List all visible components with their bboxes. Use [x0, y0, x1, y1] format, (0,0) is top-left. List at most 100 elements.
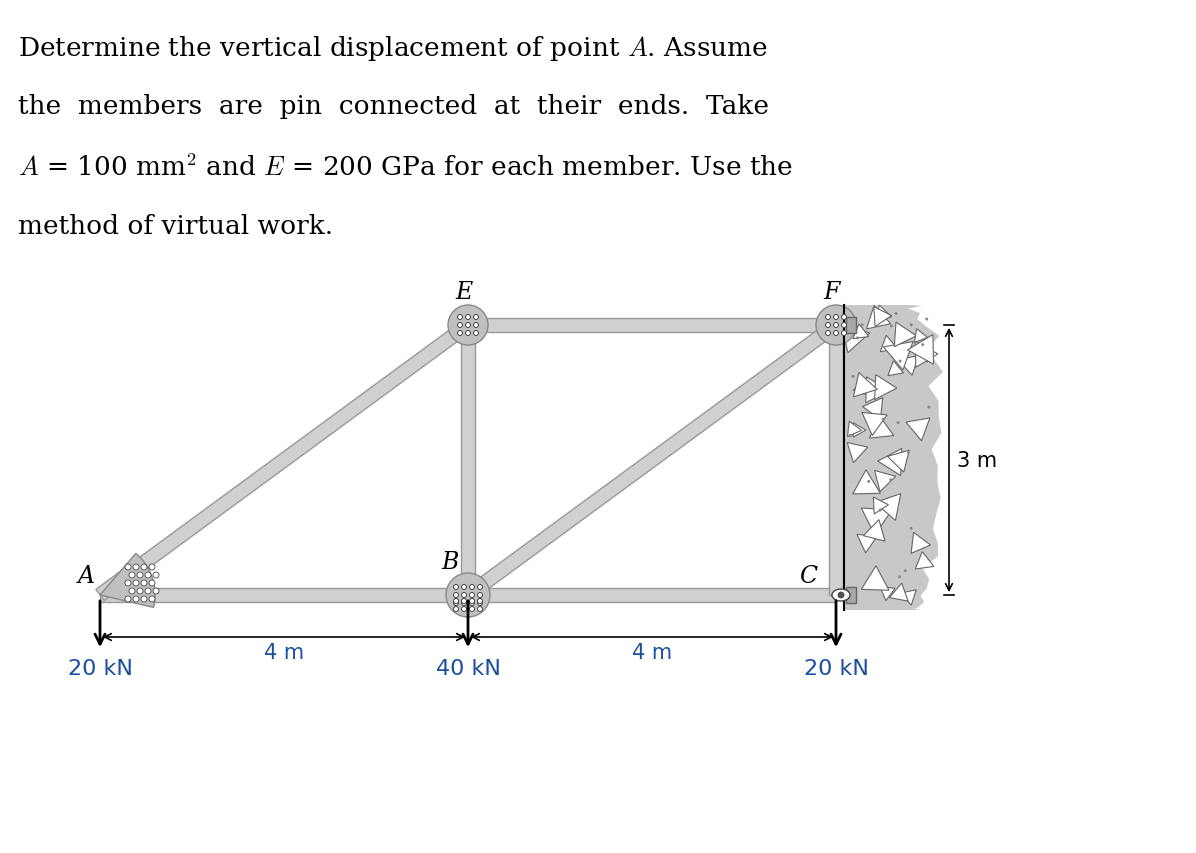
Polygon shape: [847, 443, 868, 463]
Text: 40 kN: 40 kN: [435, 659, 500, 678]
Circle shape: [470, 601, 475, 606]
Circle shape: [842, 315, 847, 320]
Polygon shape: [854, 373, 877, 397]
Circle shape: [895, 313, 897, 316]
Circle shape: [921, 344, 925, 346]
Circle shape: [816, 305, 856, 345]
Polygon shape: [853, 423, 866, 438]
Polygon shape: [901, 590, 916, 606]
Circle shape: [462, 599, 466, 604]
Text: method of virtual work.: method of virtual work.: [18, 214, 334, 239]
Circle shape: [904, 570, 907, 572]
Polygon shape: [880, 587, 895, 601]
Circle shape: [477, 593, 482, 598]
Polygon shape: [895, 322, 916, 347]
Polygon shape: [96, 320, 472, 601]
Circle shape: [126, 596, 132, 602]
Polygon shape: [867, 306, 891, 329]
Bar: [846, 588, 856, 603]
Circle shape: [462, 601, 466, 606]
Polygon shape: [464, 320, 840, 601]
Circle shape: [453, 601, 458, 606]
Circle shape: [150, 565, 155, 571]
Circle shape: [889, 479, 892, 482]
Circle shape: [474, 331, 478, 336]
Circle shape: [849, 434, 852, 438]
Polygon shape: [460, 326, 475, 595]
Polygon shape: [905, 419, 929, 441]
Circle shape: [150, 580, 155, 586]
Text: 3 m: 3 m: [957, 450, 997, 471]
Polygon shape: [829, 326, 843, 595]
Polygon shape: [915, 329, 927, 343]
Polygon shape: [853, 379, 871, 397]
Circle shape: [852, 375, 855, 379]
Polygon shape: [911, 533, 930, 554]
Circle shape: [470, 606, 475, 612]
Circle shape: [910, 527, 913, 531]
Circle shape: [879, 509, 881, 512]
Circle shape: [867, 480, 871, 484]
Polygon shape: [880, 336, 897, 352]
Text: 20 kN: 20 kN: [804, 659, 868, 678]
Polygon shape: [898, 356, 919, 376]
Polygon shape: [861, 508, 892, 536]
Polygon shape: [848, 421, 861, 437]
Polygon shape: [853, 324, 868, 339]
Polygon shape: [875, 305, 891, 322]
Polygon shape: [100, 589, 468, 602]
Circle shape: [453, 606, 458, 612]
Text: $\mathit{A}$ = 100 mm$^2$ and $\mathit{E}$ = 200 GPa for each member. Use the: $\mathit{A}$ = 100 mm$^2$ and $\mathit{E…: [18, 154, 793, 181]
Circle shape: [825, 323, 830, 328]
Polygon shape: [915, 552, 934, 570]
Circle shape: [133, 596, 139, 602]
Circle shape: [462, 593, 466, 598]
Circle shape: [897, 421, 899, 425]
Polygon shape: [866, 377, 889, 403]
Polygon shape: [844, 305, 942, 610]
Polygon shape: [908, 335, 934, 365]
Polygon shape: [887, 450, 909, 473]
Circle shape: [926, 318, 928, 322]
Circle shape: [898, 576, 901, 578]
Circle shape: [465, 323, 470, 328]
Text: B: B: [441, 550, 459, 573]
Circle shape: [126, 580, 132, 586]
Ellipse shape: [832, 589, 850, 601]
Circle shape: [153, 572, 159, 578]
Circle shape: [470, 599, 475, 604]
Circle shape: [861, 324, 864, 327]
Circle shape: [477, 601, 482, 606]
Polygon shape: [915, 349, 928, 363]
Circle shape: [834, 323, 838, 328]
Circle shape: [910, 324, 913, 327]
Circle shape: [470, 593, 475, 598]
Circle shape: [150, 596, 155, 602]
Polygon shape: [874, 471, 896, 492]
Circle shape: [133, 565, 139, 571]
Text: Determine the vertical displacement of point $\mathit{A}$. Assume: Determine the vertical displacement of p…: [18, 34, 768, 63]
Circle shape: [834, 315, 838, 320]
Circle shape: [825, 331, 830, 336]
Circle shape: [465, 331, 470, 336]
Circle shape: [141, 565, 147, 571]
Text: E: E: [456, 281, 472, 304]
Circle shape: [145, 589, 151, 595]
Circle shape: [458, 331, 463, 336]
Circle shape: [834, 331, 838, 336]
Bar: [846, 317, 856, 334]
Text: A: A: [78, 565, 94, 588]
Circle shape: [927, 406, 930, 409]
Polygon shape: [862, 413, 887, 436]
Text: 4 m: 4 m: [631, 642, 672, 662]
Circle shape: [138, 572, 144, 578]
Circle shape: [881, 418, 885, 421]
Polygon shape: [878, 449, 902, 476]
Circle shape: [838, 592, 844, 598]
Polygon shape: [468, 319, 836, 333]
Polygon shape: [874, 307, 891, 328]
Circle shape: [474, 323, 478, 328]
Circle shape: [465, 315, 470, 320]
Text: the  members  are  pin  connected  at  their  ends.  Take: the members are pin connected at their e…: [18, 94, 769, 119]
Text: F: F: [824, 281, 840, 304]
